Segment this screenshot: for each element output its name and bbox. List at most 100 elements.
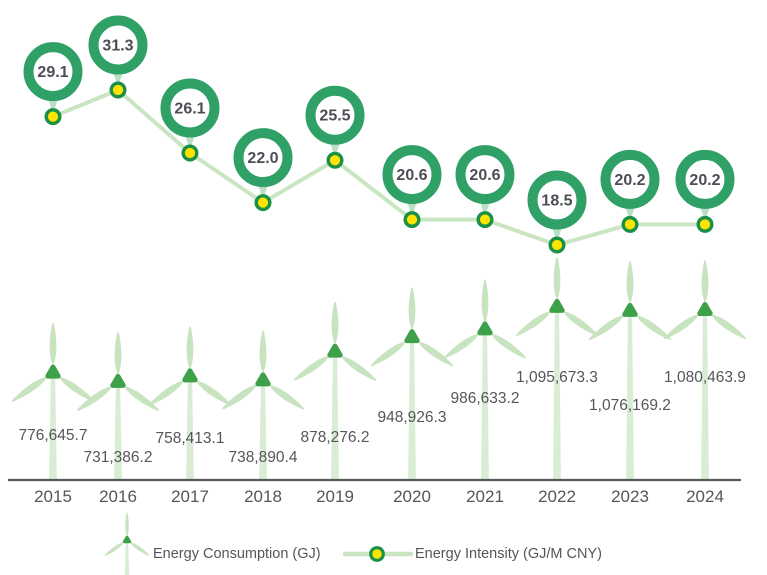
turbine-blade <box>340 355 377 381</box>
turbine-blade <box>417 341 454 367</box>
turbine-marker-2024 <box>663 260 747 480</box>
consumption-value-label: 878,276.2 <box>301 429 370 446</box>
turbine-marker-2018 <box>221 330 305 480</box>
turbine-blade <box>49 322 57 366</box>
intensity-badge-ring <box>23 42 83 102</box>
intensity-point <box>44 108 62 126</box>
turbine-blade <box>408 287 416 331</box>
x-axis-label: 2016 <box>99 487 137 506</box>
turbine-blade <box>553 257 561 301</box>
turbine-blade <box>104 542 124 556</box>
x-axis-label: 2020 <box>393 487 431 506</box>
intensity-badge-value: 31.3 <box>102 37 133 54</box>
turbine-marker-2020 <box>370 287 454 480</box>
turbine-tower <box>553 309 561 480</box>
consumption-value-label: 948,926.3 <box>378 409 447 426</box>
wind-turbine-icon <box>104 512 150 575</box>
intensity-badge-ring <box>305 85 365 145</box>
turbine-blade <box>370 341 407 367</box>
turbine-blade <box>76 386 113 411</box>
intensity-badge-ring <box>527 170 587 230</box>
legend-intensity-point <box>369 546 385 562</box>
x-axis-label: 2022 <box>538 487 576 506</box>
x-axis-label: 2015 <box>34 487 72 506</box>
legend-consumption-label: Energy Consumption (GJ) <box>153 546 321 562</box>
turbine-blade <box>635 315 672 340</box>
turbine-blade <box>195 380 232 406</box>
consumption-value-label: 738,890.4 <box>229 449 298 466</box>
turbine-hub <box>697 302 713 317</box>
turbine-blade <box>443 333 480 359</box>
intensity-badge-value: 22.0 <box>247 150 278 167</box>
turbine-tower <box>186 378 194 480</box>
intensity-badge-ring <box>600 149 660 209</box>
x-axis-label: 2017 <box>171 487 209 506</box>
turbine-blade <box>562 311 599 336</box>
turbine-marker-2023 <box>588 261 672 480</box>
consumption-value-label: 731,386.2 <box>84 449 153 466</box>
consumption-value-label: 776,645.7 <box>19 427 88 444</box>
x-axis-label: 2021 <box>466 487 504 506</box>
turbine-tower <box>331 353 339 480</box>
x-axis-label: 2023 <box>611 487 649 506</box>
turbine-blade <box>481 279 489 323</box>
intensity-badge-ring <box>675 149 735 209</box>
turbine-blade <box>626 261 634 305</box>
consumption-value-label: 986,633.2 <box>451 390 520 407</box>
turbine-hub <box>549 298 565 313</box>
turbine-blade <box>515 311 552 336</box>
intensity-badge-value: 26.1 <box>174 100 205 117</box>
turbine-blade <box>490 333 527 359</box>
turbine-hub <box>477 321 493 336</box>
turbine-blade <box>293 355 330 381</box>
intensity-point <box>109 81 127 99</box>
consumption-value-label: 1,095,673.3 <box>516 369 598 386</box>
intensity-point <box>696 215 714 233</box>
turbine-blade <box>268 384 305 410</box>
turbine-marker-2015 <box>11 322 95 480</box>
intensity-badge-ring <box>233 128 293 188</box>
intensity-point <box>326 151 344 169</box>
turbine-blade <box>11 376 48 402</box>
consumption-value-label: 1,080,463.9 <box>664 369 746 386</box>
x-axis-label: 2018 <box>244 487 282 506</box>
intensity-point <box>548 236 566 254</box>
turbine-blade <box>221 384 258 410</box>
turbine-blade <box>114 332 122 376</box>
turbine-blade <box>710 314 747 340</box>
turbine-tower <box>408 339 416 480</box>
turbine-tower <box>49 374 57 480</box>
intensity-badge-value: 29.1 <box>37 64 68 81</box>
turbine-blade <box>130 542 150 556</box>
turbine-tower <box>626 313 634 480</box>
x-axis-label: 2019 <box>316 487 354 506</box>
turbine-blade <box>588 315 625 340</box>
intensity-badge-value: 20.2 <box>614 172 645 189</box>
turbine-hub <box>110 373 126 388</box>
intensity-point <box>621 215 639 233</box>
turbine-marker-2021 <box>443 279 527 480</box>
intensity-point <box>254 194 272 212</box>
turbine-blade <box>186 326 194 370</box>
intensity-badge-value: 20.6 <box>396 167 427 184</box>
consumption-value-label: 1,076,169.2 <box>589 397 671 414</box>
turbine-blade <box>58 376 95 402</box>
intensity-badge-value: 20.2 <box>689 172 720 189</box>
legend-turbine-glyph <box>104 512 150 575</box>
turbine-hub <box>327 343 343 358</box>
turbine-tower <box>481 331 489 480</box>
consumption-value-label: 758,413.1 <box>156 430 225 447</box>
turbine-blade <box>663 314 700 340</box>
turbine-hub <box>122 535 132 544</box>
intensity-line <box>51 87 707 248</box>
turbine-marker-2016 <box>76 332 160 480</box>
turbine-blade <box>148 380 185 406</box>
turbine-tower <box>259 382 267 480</box>
intensity-point <box>476 211 494 229</box>
legend-intensity-label: Energy Intensity (GJ/M CNY) <box>415 546 602 562</box>
intensity-badge-value: 18.5 <box>541 193 572 210</box>
intensity-badge-ring <box>382 145 442 205</box>
turbine-hub <box>622 302 638 317</box>
